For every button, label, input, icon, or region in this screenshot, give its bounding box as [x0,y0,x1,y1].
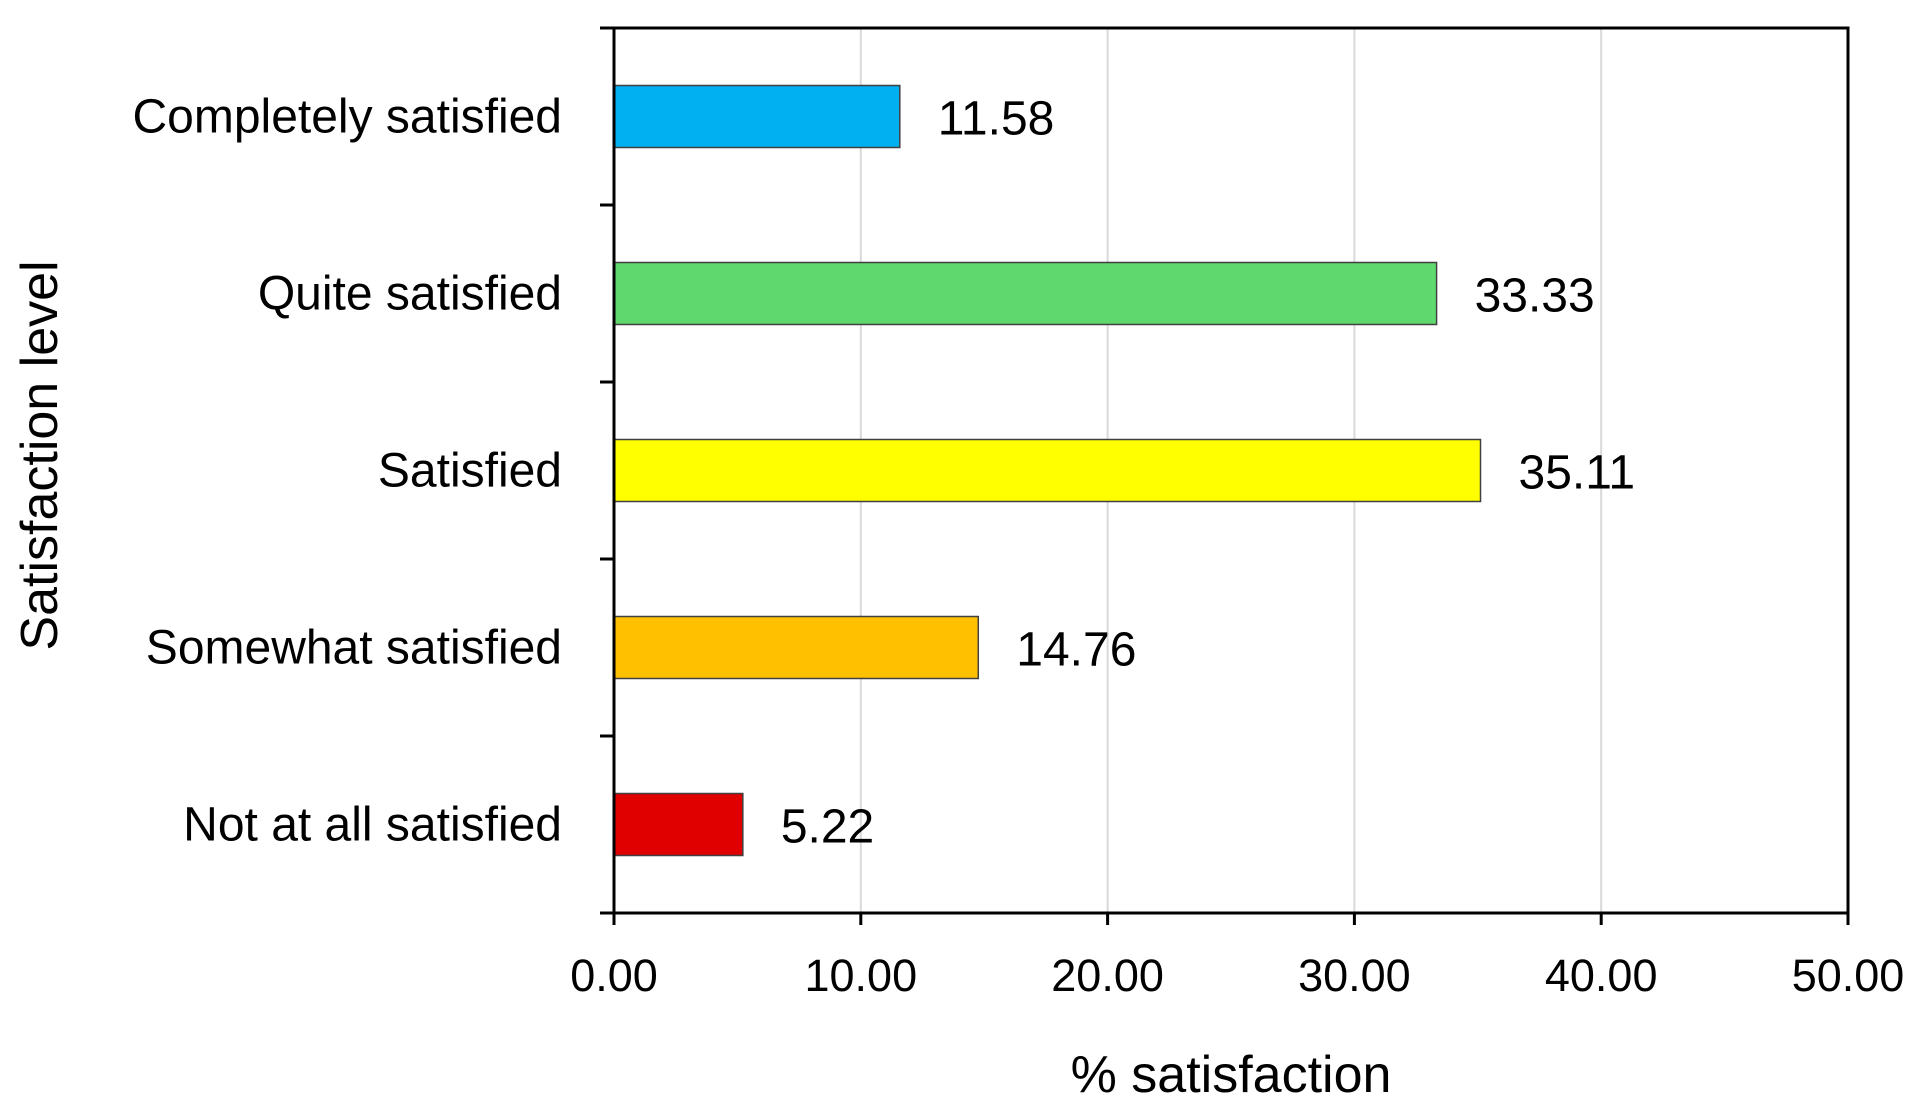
bar-data-label: 14.76 [1016,624,1136,677]
x-axis-title: % satisfaction [1071,1046,1392,1104]
bar-completely-satisfied [613,84,901,149]
x-tick-label: 10.00 [804,950,917,1001]
y-category-label: Not at all satisfied [183,799,562,852]
y-category-label: Satisfied [378,445,562,498]
bar-satisfied [613,438,1482,503]
y-category-label: Completely satisfied [132,91,562,144]
x-tick-label: 30.00 [1298,950,1411,1001]
y-axis-title: Satisfaction level [11,260,69,650]
bar-quite-satisfied [613,261,1438,326]
bar-data-label: 5.22 [781,801,874,854]
y-category-label: Somewhat satisfied [146,622,562,675]
x-tick-label: 20.00 [1051,950,1164,1001]
x-tick-label: 40.00 [1545,950,1658,1001]
axes [600,26,1850,925]
x-tick-label: 50.00 [1792,950,1905,1001]
y-category-label: Quite satisfied [258,268,562,321]
bar-data-label: 33.33 [1475,270,1595,323]
bars [613,84,1482,857]
labels: 0.00 10.00 20.00 30.00 40.00 50.00 Completely … [132,91,1904,1002]
x-tick-label: 0.00 [570,950,658,1001]
plot-frame [612,26,1850,915]
bar-data-label: 35.11 [1519,447,1636,500]
bar-somewhat-satisfied [613,615,980,680]
bar-data-label: 11.58 [938,93,1055,146]
bar-not-at-all-satisfied [613,792,744,857]
